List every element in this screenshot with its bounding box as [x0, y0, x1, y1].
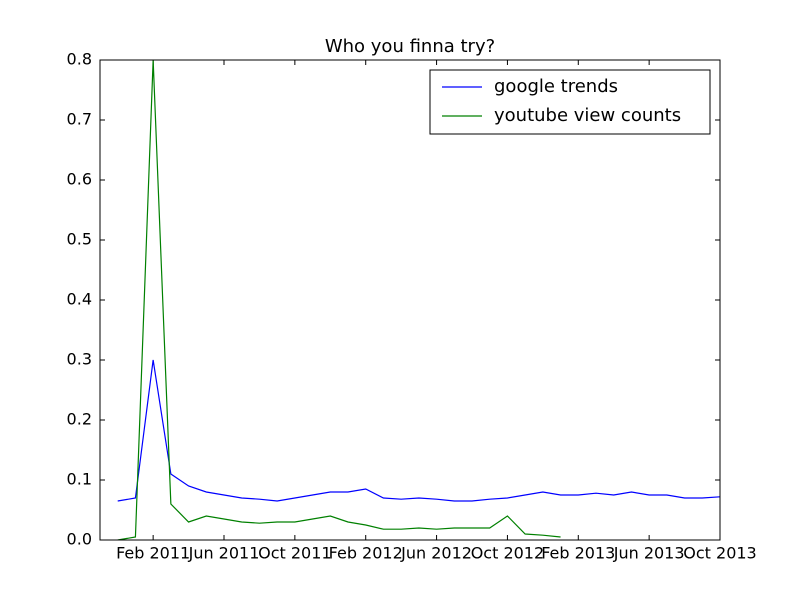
x-tick-label: Jun 2013	[613, 544, 685, 563]
y-tick-label: 0.6	[67, 170, 92, 189]
y-tick-label: 0.2	[67, 410, 92, 429]
x-tick-label: Oct 2012	[471, 544, 544, 563]
legend-box	[429, 69, 711, 135]
series-line	[117, 359, 720, 502]
y-tick-label: 0.1	[67, 470, 92, 489]
x-tick-label: Jun 2011	[188, 544, 260, 563]
x-tick-label: Oct 2011	[258, 544, 331, 563]
x-tick-label: Feb 2011	[116, 544, 190, 563]
legend-label: youtube view counts	[494, 105, 681, 126]
y-tick-label: 0.3	[67, 350, 92, 369]
x-tick-label: Oct 2013	[683, 544, 756, 563]
x-tick-label: Feb 2013	[541, 544, 615, 563]
chart-title: Who you finna try?	[325, 36, 495, 57]
legend-label: google trends	[494, 76, 618, 97]
plot-frame	[99, 59, 721, 541]
y-tick-label: 0.8	[67, 50, 92, 69]
y-tick-label: 0.0	[67, 530, 92, 549]
x-tick-label: Jun 2012	[400, 544, 472, 563]
x-tick-label: Feb 2012	[329, 544, 403, 563]
series-line	[117, 60, 561, 540]
y-tick-label: 0.5	[67, 230, 92, 249]
y-tick-label: 0.7	[67, 110, 92, 129]
y-tick-label: 0.4	[67, 290, 92, 309]
